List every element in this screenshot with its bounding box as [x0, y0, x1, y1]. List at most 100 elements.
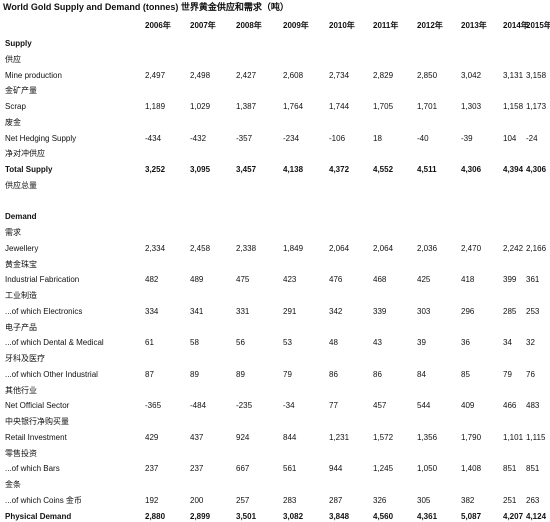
cell-value: 34: [503, 338, 512, 348]
cell-value: 382: [461, 495, 475, 505]
cell-value: 1,245: [373, 464, 394, 474]
cell-value: 2,498: [190, 70, 211, 80]
cell-value: -40: [417, 133, 429, 143]
cell-value: -432: [190, 133, 207, 143]
cell-value: 2,064: [329, 243, 350, 253]
column-header: 2015年: [526, 21, 550, 30]
cell-value: 287: [329, 495, 343, 505]
cell-value: 334: [145, 306, 159, 316]
row-label: Jewellery: [5, 243, 39, 253]
cell-value: 2,338: [236, 243, 257, 253]
cell-value: 61: [145, 338, 154, 348]
cell-value: 3,501: [236, 511, 257, 521]
cell-value: 86: [329, 369, 338, 379]
cell-value: 1,356: [417, 432, 438, 442]
cell-value: 326: [373, 495, 387, 505]
cell-value: 1,408: [461, 464, 482, 474]
cell-value: 2,470: [461, 243, 482, 253]
cell-value: 2,829: [373, 70, 394, 80]
cell-value: 331: [236, 306, 250, 316]
row-label: ...of which Coins 金币: [5, 495, 82, 505]
cell-value: 18: [373, 133, 382, 143]
cell-value: 2,036: [417, 243, 438, 253]
cell-value: 4,306: [461, 165, 482, 174]
cell-value: 303: [417, 306, 431, 316]
cell-value: 429: [145, 432, 159, 442]
column-header: 2014年: [503, 21, 529, 30]
cell-value: 89: [190, 369, 199, 379]
row-label: Industrial Fabrication: [5, 275, 80, 285]
cell-value: 192: [145, 495, 159, 505]
cell-value: -365: [145, 401, 162, 411]
cell-value: 4,552: [373, 165, 394, 174]
cell-value: 58: [190, 338, 199, 348]
cell-value: 4,511: [417, 165, 437, 174]
cell-value: 251: [503, 495, 517, 505]
cell-value: 1,701: [417, 102, 438, 111]
cell-value: 3,457: [236, 165, 257, 174]
cell-value: 85: [461, 369, 470, 379]
cell-value: 3,082: [283, 511, 304, 521]
section-title-zh: 需求: [5, 228, 21, 237]
row-label: Total Supply: [5, 165, 53, 174]
row-label-zh: 牙科及医疗: [5, 354, 45, 363]
cell-value: 3,158: [526, 70, 547, 80]
row-label: ...of which Dental & Medical: [5, 338, 104, 348]
cell-value: 2,064: [373, 243, 394, 253]
cell-value: 399: [503, 275, 517, 285]
cell-value: 257: [236, 495, 250, 505]
cell-value: 296: [461, 306, 475, 316]
cell-value: -39: [461, 133, 473, 143]
column-header: 2009年: [283, 21, 309, 30]
cell-value: 475: [236, 275, 250, 285]
cell-value: 2,899: [190, 511, 211, 521]
cell-value: 87: [145, 369, 154, 379]
cell-value: 423: [283, 275, 297, 285]
cell-value: 53: [283, 338, 292, 348]
cell-value: 4,560: [373, 511, 394, 521]
cell-value: 3,131: [503, 70, 524, 80]
cell-value: 5,087: [461, 511, 482, 521]
cell-value: 2,427: [236, 70, 257, 80]
cell-value: 237: [145, 464, 159, 474]
cell-value: 1,764: [283, 102, 304, 111]
cell-value: 86: [373, 369, 382, 379]
cell-value: 1,101: [503, 432, 524, 442]
cell-value: 253: [526, 306, 540, 316]
cell-value: 36: [461, 338, 470, 348]
row-label: Physical Demand: [5, 511, 72, 521]
row-label: Net Official Sector: [5, 401, 70, 411]
cell-value: 489: [190, 275, 204, 285]
cell-value: 32: [526, 338, 535, 348]
cell-value: 3,042: [461, 70, 482, 80]
cell-value: 3,252: [145, 165, 166, 174]
row-label: Mine production: [5, 70, 62, 80]
cell-value: -234: [283, 133, 300, 143]
cell-value: 561: [283, 464, 297, 474]
cell-value: 4,124: [526, 511, 547, 521]
cell-value: 4,372: [329, 165, 350, 174]
cell-value: 2,458: [190, 243, 211, 253]
cell-value: 1,050: [417, 464, 438, 474]
cell-value: 476: [329, 275, 343, 285]
cell-value: 418: [461, 275, 475, 285]
title: World Gold Supply and Demand (tonnes) 世界…: [3, 2, 289, 12]
cell-value: 1,303: [461, 102, 482, 111]
cell-value: 48: [329, 338, 338, 348]
cell-value: 437: [190, 432, 204, 442]
cell-value: 425: [417, 275, 431, 285]
cell-value: 2,850: [417, 70, 438, 80]
cell-value: -484: [190, 401, 207, 411]
section-title: Supply: [5, 39, 32, 48]
row-label-zh: 中央银行净购买量: [5, 417, 69, 426]
column-header: 2010年: [329, 21, 355, 30]
cell-value: 341: [190, 306, 204, 316]
cell-value: 2,497: [145, 70, 166, 80]
row-label-zh: 金矿产量: [5, 86, 37, 96]
cell-value: 466: [503, 401, 517, 411]
cell-value: 851: [503, 464, 517, 474]
cell-value: 200: [190, 495, 204, 505]
cell-value: 544: [417, 401, 431, 411]
column-header: 2008年: [236, 21, 262, 30]
row-label: ...of which Electronics: [5, 306, 83, 316]
